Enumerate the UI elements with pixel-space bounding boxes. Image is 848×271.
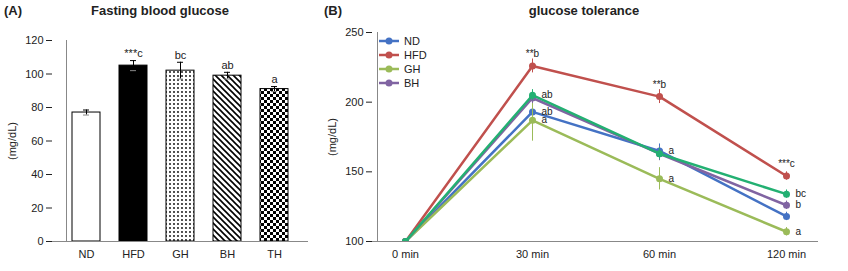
svg-text:BH: BH <box>220 248 235 260</box>
html-text:BH: BH <box>404 77 420 89</box>
svg-text:0 min: 0 min <box>392 248 419 260</box>
html-text:GH: GH <box>404 63 421 75</box>
svg-text:80: 80 <box>31 101 43 113</box>
svg-text:bc: bc <box>796 188 807 199</box>
svg-text:60: 60 <box>31 135 43 147</box>
svg-text:a: a <box>271 73 278 85</box>
svg-text:200: 200 <box>345 96 363 108</box>
svg-text:(mg/dL): (mg/dL) <box>326 118 338 156</box>
html-text:ND: ND <box>404 35 420 47</box>
svg-text:bc: bc <box>175 49 187 61</box>
svg-text:a: a <box>796 226 802 237</box>
svg-text:100: 100 <box>25 68 43 80</box>
svg-text:b: b <box>796 199 802 210</box>
html-text:(A): (A) <box>4 3 22 18</box>
svg-text:30 min: 30 min <box>516 248 549 260</box>
svg-text:***c: ***c <box>778 158 795 169</box>
svg-text:120 min: 120 min <box>767 248 806 260</box>
svg-text:0: 0 <box>37 235 43 247</box>
html-text:glucose tolerance: glucose tolerance <box>528 3 640 18</box>
svg-text:ND: ND <box>79 248 95 260</box>
svg-text:a: a <box>669 145 675 156</box>
svg-text:60 min: 60 min <box>643 248 676 260</box>
svg-text:GH: GH <box>172 248 189 260</box>
svg-text:40: 40 <box>31 168 43 180</box>
html-text:Fasting blood glucose: Fasting blood glucose <box>91 3 229 18</box>
svg-text:120: 120 <box>25 34 43 46</box>
svg-text:**b: **b <box>526 48 540 59</box>
svg-text:ab: ab <box>542 89 554 100</box>
html-text:(B): (B) <box>324 3 342 18</box>
svg-text:**b: **b <box>653 79 667 90</box>
svg-text:250: 250 <box>345 26 363 38</box>
svg-text:100: 100 <box>345 235 363 247</box>
svg-text:ab: ab <box>221 59 233 71</box>
svg-text:20: 20 <box>31 202 43 214</box>
svg-text:ab: ab <box>541 106 553 118</box>
svg-text:TH: TH <box>267 248 282 260</box>
svg-text:a: a <box>542 114 548 125</box>
svg-text:a: a <box>669 173 675 184</box>
html-text:HFD: HFD <box>404 49 427 61</box>
svg-text:(mg/dL): (mg/dL) <box>6 122 18 160</box>
svg-text:***c: ***c <box>124 47 143 59</box>
svg-text:150: 150 <box>345 165 363 177</box>
svg-text:HFD: HFD <box>122 248 145 260</box>
